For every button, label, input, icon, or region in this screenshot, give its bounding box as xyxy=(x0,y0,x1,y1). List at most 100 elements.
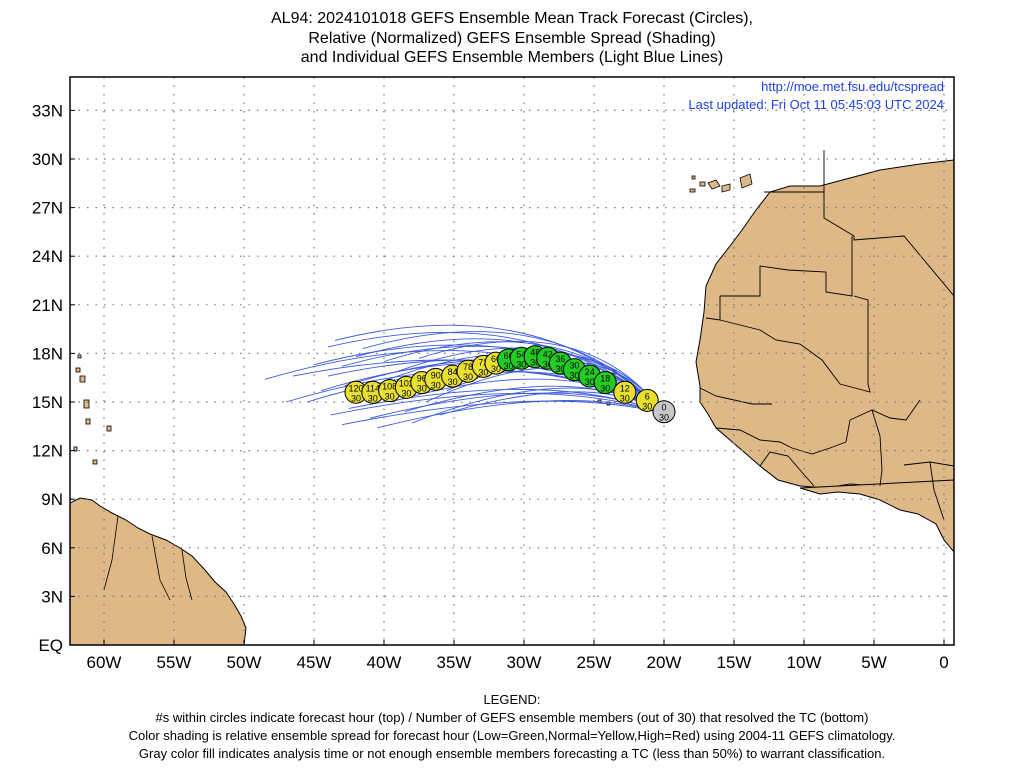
latitude-labels: 33N 30N 27N 24N 21N 18N 15N 12N 9N 6N 3N EQ xyxy=(32,101,75,655)
south-america-land xyxy=(70,497,247,645)
member-count-label: 30 xyxy=(555,364,565,374)
track-circle xyxy=(635,388,659,412)
lat-tick-label: 9N xyxy=(41,490,63,509)
lat-tick-label: 21N xyxy=(32,296,63,315)
member-count-label: 30 xyxy=(385,392,395,402)
forecast-map: 33N 30N 27N 24N 21N 18N 15N 12N 9N 6N 3N EQ 60W 55W 5… xyxy=(32,76,955,672)
track-circle xyxy=(593,371,617,395)
member-count-label: 30 xyxy=(448,377,458,387)
lon-tick-label: 50W xyxy=(227,653,262,672)
lon-tick-label: 55W xyxy=(157,653,192,672)
lon-tick-label: 0 xyxy=(939,653,948,672)
africa-borders xyxy=(699,150,954,521)
lat-tick-label: 24N xyxy=(32,247,63,266)
forecast-hour-label: 54 xyxy=(516,349,526,359)
member-count-label: 30 xyxy=(401,388,411,398)
lon-tick-label: 35W xyxy=(437,653,472,672)
lon-tick-label: 60W xyxy=(87,653,122,672)
lon-tick-label: 30W xyxy=(507,653,542,672)
forecast-hour-label: 102 xyxy=(399,378,414,388)
lon-tick-label: 25W xyxy=(577,653,612,672)
member-count-label: 30 xyxy=(585,377,595,387)
forecast-hour-label: 84 xyxy=(448,367,458,377)
track-circle xyxy=(613,380,637,404)
member-count-label: 30 xyxy=(478,367,488,377)
forecast-hour-label: 0 xyxy=(661,403,666,413)
credit-url[interactable]: http://moe.met.fsu.edu/tcspread xyxy=(761,79,944,94)
lat-tick-label: 15N xyxy=(32,393,63,412)
member-count-label: 30 xyxy=(368,393,378,403)
lat-tick-label: 6N xyxy=(41,539,63,558)
longitude-labels: 60W 55W 50W 45W 40W 35W 30W 25W 20W 15W 10W 5W 0 xyxy=(87,640,949,672)
ensemble-member-line xyxy=(369,392,665,419)
member-count-label: 30 xyxy=(463,372,473,382)
legend-line-3: Gray color fill indicates analysis time … xyxy=(138,746,886,761)
forecast-hour-label: 114 xyxy=(366,383,380,393)
lat-tick-label: 27N xyxy=(32,199,63,218)
caribbean-islands xyxy=(73,354,112,465)
mean-track-circles: 1203011430108301023096309030843078307230… xyxy=(344,345,676,424)
member-count-label: 30 xyxy=(569,371,579,381)
forecast-hour-label: 90 xyxy=(431,370,441,380)
forecast-hour-label: 48 xyxy=(530,348,540,358)
member-count-label: 30 xyxy=(600,384,610,394)
member-count-label: 30 xyxy=(504,361,514,371)
forecast-hour-label: 60 xyxy=(504,351,514,361)
forecast-hour-label: 36 xyxy=(555,354,565,364)
member-count-label: 30 xyxy=(417,384,427,394)
lat-tick-label: 18N xyxy=(32,344,63,363)
chart-title-line-3: and Individual GEFS Ensemble Members (Li… xyxy=(300,49,724,66)
chart-title-line-1: AL94: 2024101018 GEFS Ensemble Mean Trac… xyxy=(271,10,753,27)
forecast-hour-label: 24 xyxy=(585,367,595,377)
forecast-hour-label: 30 xyxy=(569,361,579,371)
member-count-label: 30 xyxy=(351,393,361,403)
lat-tick-label: 3N xyxy=(41,587,63,606)
lon-tick-label: 45W xyxy=(297,653,332,672)
forecast-hour-label: 12 xyxy=(620,383,630,393)
lon-tick-label: 20W xyxy=(647,653,682,672)
lon-tick-label: 40W xyxy=(367,653,402,672)
member-count-label: 30 xyxy=(659,413,669,423)
legend-line-1: #s within circles indicate forecast hour… xyxy=(155,710,869,725)
lat-tick-label: 33N xyxy=(32,101,63,120)
legend-line-2: Color shading is relative ensemble sprea… xyxy=(128,728,896,743)
legend-heading: LEGEND: xyxy=(483,692,541,707)
ensemble-member-line xyxy=(341,400,665,426)
forecast-hour-label: 108 xyxy=(382,382,397,392)
credit-updated: Last updated: Fri Oct 11 05:45:03 UTC 20… xyxy=(688,97,944,112)
chart-title-line-2: Relative (Normalized) GEFS Ensemble Spre… xyxy=(308,30,716,47)
member-count-label: 30 xyxy=(431,380,441,390)
forecast-hour-label: 78 xyxy=(463,362,473,372)
member-count-label: 30 xyxy=(491,364,501,374)
track-point-hour-6[interactable]: 630 xyxy=(635,388,659,412)
forecast-hour-label: 120 xyxy=(348,383,363,393)
gulf-of-guinea-land xyxy=(799,479,954,553)
africa-land xyxy=(695,159,954,489)
ensemble-member-line xyxy=(330,393,665,416)
member-count-label: 30 xyxy=(543,359,553,369)
track-point-hour-0[interactable]: 030 xyxy=(652,400,676,424)
forecast-hour-label: 72 xyxy=(478,357,488,367)
member-count-label: 30 xyxy=(516,359,526,369)
forecast-hour-label: 96 xyxy=(417,374,427,384)
track-circle xyxy=(652,400,676,424)
ensemble-member-line xyxy=(376,400,665,429)
forecast-hour-label: 6 xyxy=(645,391,650,401)
lon-tick-label: 5W xyxy=(861,653,887,672)
lat-tick-label: EQ xyxy=(38,636,63,655)
country-border xyxy=(103,515,193,601)
forecast-hour-label: 42 xyxy=(543,349,553,359)
lat-tick-label: 12N xyxy=(32,442,63,461)
forecast-hour-label: 66 xyxy=(491,354,501,364)
lon-tick-label: 10W xyxy=(787,653,822,672)
member-count-label: 30 xyxy=(530,358,540,368)
member-count-label: 30 xyxy=(620,393,630,403)
member-count-label: 30 xyxy=(642,401,652,411)
land-group xyxy=(70,150,954,645)
map-frame xyxy=(69,76,955,646)
